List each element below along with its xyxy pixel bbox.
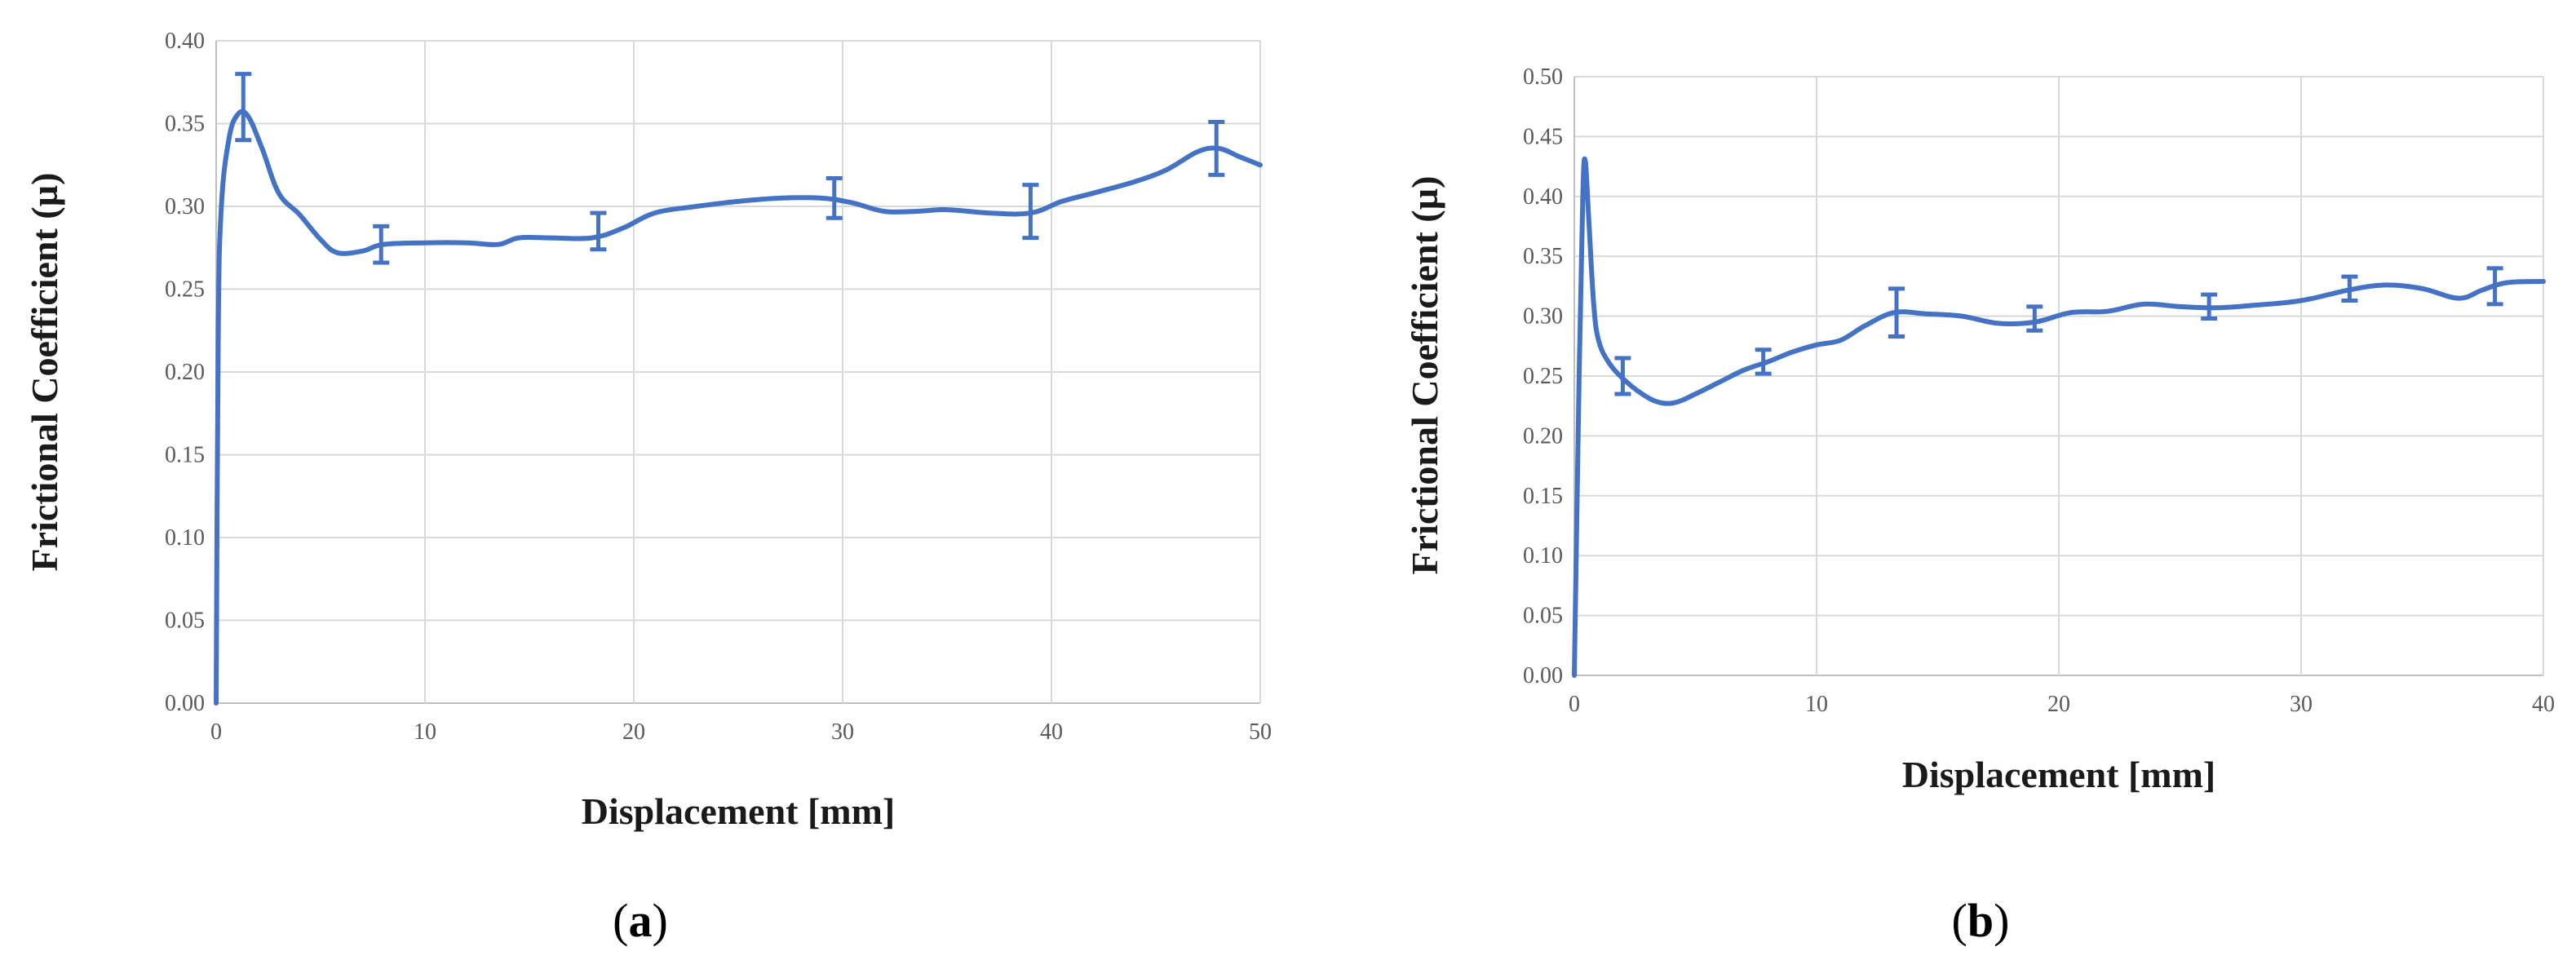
x-tick-label-a-4: 40 — [1040, 719, 1063, 745]
x-tick-label-a-2: 20 — [622, 719, 645, 745]
error-bar-b-0 — [1614, 356, 1631, 396]
error-bar-b-6 — [2486, 266, 2503, 307]
series-line-a-0 — [214, 108, 1263, 706]
y-tick-label-a-2: 0.10 — [165, 525, 205, 551]
x-tick-label-a-5: 50 — [1249, 719, 1272, 745]
series-line-b-0 — [1572, 156, 2546, 678]
y-tick-label-b-10: 0.50 — [1523, 64, 1563, 90]
y-tick-label-a-8: 0.40 — [165, 29, 205, 54]
y-tick-label-b-1: 0.05 — [1523, 604, 1563, 629]
y-tick-label-b-8: 0.40 — [1523, 184, 1563, 210]
chart-panel-b: 0.00 0.05 0.10 0.15 0.20 0.25 0.30 0.35 0.40 0.45… — [1404, 64, 2555, 795]
error-bar-a-1 — [373, 223, 390, 265]
y-axis-label-b: Frictional Coefficient (µ) — [1404, 176, 1445, 575]
x-tick-label-b-2: 20 — [2047, 692, 2070, 717]
x-tick-label-a-3: 30 — [831, 719, 854, 745]
error-bar-b-4 — [2201, 292, 2218, 321]
error-bar-a-0 — [235, 72, 252, 143]
error-bar-a-4 — [1022, 183, 1039, 241]
panel-b-caption: (b) — [1952, 894, 2010, 947]
y-tick-label-b-6: 0.30 — [1523, 304, 1563, 330]
panel-a-caption: (a) — [613, 894, 668, 947]
y-tick-label-b-5: 0.25 — [1523, 364, 1563, 389]
y-tick-label-b-3: 0.15 — [1523, 484, 1563, 509]
error-bar-b-1 — [1755, 347, 1772, 376]
panel-a-caption-letter: a — [629, 894, 653, 947]
x-tick-label-b-0: 0 — [1569, 692, 1580, 717]
error-bar-a-2 — [590, 210, 607, 252]
panel-b-caption-letter: b — [1967, 894, 1994, 947]
y-tick-label-b-7: 0.35 — [1523, 244, 1563, 269]
error-bar-b-5 — [2341, 274, 2358, 303]
y-tick-label-b-0: 0.00 — [1523, 663, 1563, 688]
y-tick-label-b-4: 0.20 — [1523, 423, 1563, 449]
error-bar-a-5 — [1208, 119, 1225, 177]
y-tick-label-a-6: 0.30 — [165, 194, 205, 219]
x-tick-label-b-3: 30 — [2290, 692, 2313, 717]
error-bar-b-2 — [1888, 286, 1905, 339]
y-tick-label-a-4: 0.20 — [165, 360, 205, 385]
y-tick-label-a-0: 0.00 — [165, 691, 205, 716]
x-tick-label-a-1: 10 — [414, 719, 436, 745]
error-bar-a-3 — [825, 175, 843, 220]
y-tick-label-a-1: 0.05 — [165, 608, 205, 634]
error-bar-b-3 — [2026, 304, 2043, 333]
chart-panel-a: 0.00 0.05 0.10 0.15 0.20 0.25 0.30 0.35 0.40 0 10 2… — [24, 29, 1272, 832]
x-tick-label-b-4: 40 — [2532, 692, 2555, 717]
x-tick-label-a-0: 0 — [210, 719, 222, 745]
y-tick-label-b-2: 0.10 — [1523, 543, 1563, 569]
x-axis-label-b: Displacement [mm] — [1902, 754, 2216, 795]
y-tick-label-b-9: 0.45 — [1523, 124, 1563, 149]
x-tick-label-b-1: 10 — [1805, 692, 1828, 717]
x-axis-label-a: Displacement [mm] — [582, 790, 896, 832]
y-axis-label-a: Frictional Coefficient (µ) — [24, 173, 65, 572]
y-tick-label-a-3: 0.15 — [165, 443, 205, 468]
y-tick-label-a-5: 0.25 — [165, 277, 205, 303]
y-tick-label-a-7: 0.35 — [165, 112, 205, 137]
